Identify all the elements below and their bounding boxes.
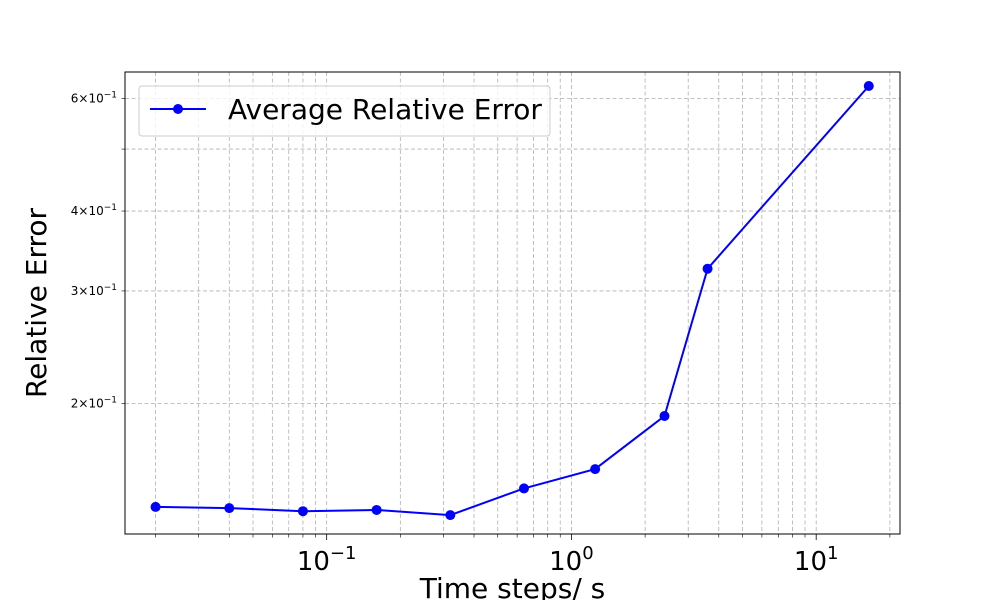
x-tick-label: 100	[549, 543, 594, 577]
legend: Average Relative Error	[138, 85, 551, 137]
data-point	[445, 510, 456, 521]
y-tick-label: 3×10−1	[71, 283, 117, 298]
x-tick-label: 101	[794, 543, 839, 577]
tick-labels: 10−1 100 101 2×10−1 3×10−1 4×10−1 6×10−1	[71, 90, 839, 577]
series	[150, 81, 874, 521]
data-point	[150, 501, 161, 512]
ticks	[121, 98, 891, 540]
legend-label: Average Relative Error	[228, 93, 542, 126]
legend-box	[138, 85, 551, 137]
grid	[125, 72, 900, 534]
series-line	[155, 85, 870, 517]
data-point	[371, 504, 382, 515]
data-point	[702, 263, 713, 274]
y-tick-label: 2×10−1	[71, 396, 117, 411]
data-point	[590, 464, 601, 475]
x-tick-label: 10−1	[297, 543, 357, 577]
data-point	[518, 483, 529, 494]
y-tick-label: 4×10−1	[71, 203, 117, 218]
axes-frame	[124, 71, 901, 535]
y-axis-label: Relative Error	[20, 207, 53, 398]
data-point	[863, 81, 874, 92]
data-point	[297, 506, 308, 517]
data-point	[659, 410, 670, 421]
legend-marker	[173, 104, 183, 114]
x-axis-label: Time steps/ s	[419, 572, 606, 600]
data-point	[224, 503, 235, 514]
y-tick-label: 6×10−1	[71, 90, 117, 105]
